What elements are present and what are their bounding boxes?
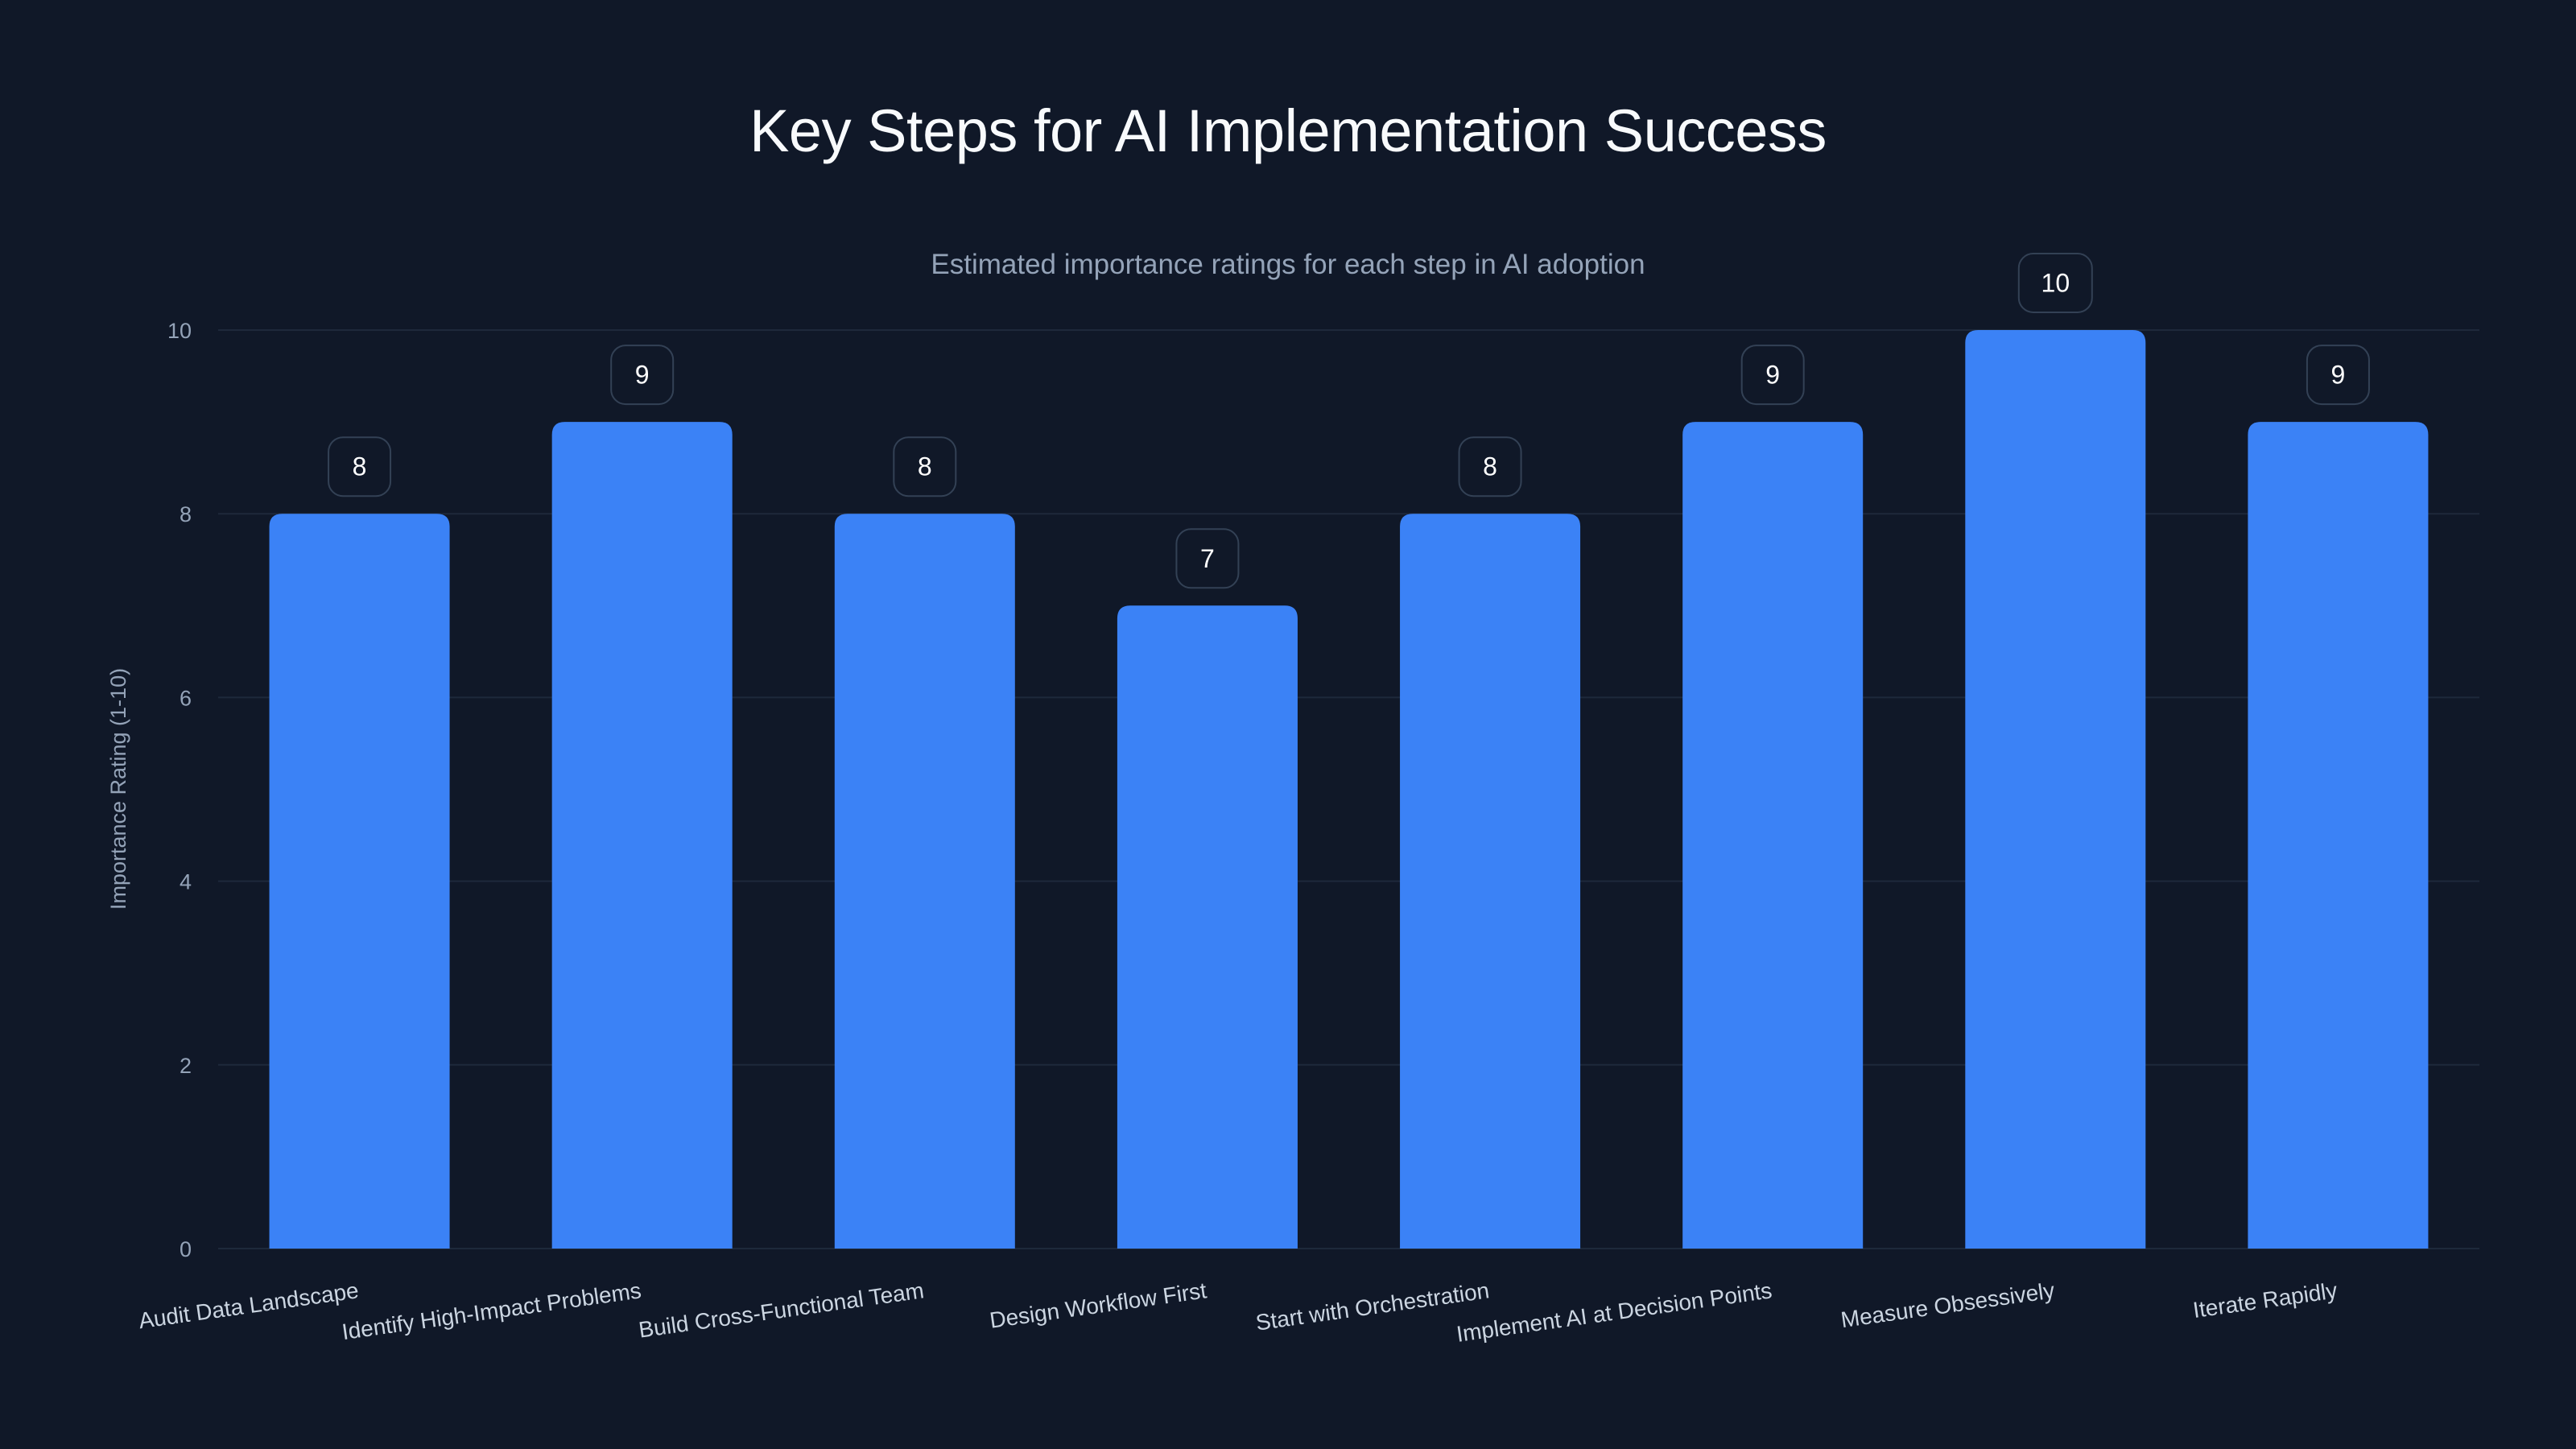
y-axis-ticks: 0 2 4 6 8 10 (167, 319, 192, 1261)
x-tick-label: Design Workflow First (988, 1278, 1208, 1333)
bar[interactable] (269, 514, 450, 1249)
value-label-box (1458, 436, 1522, 497)
bar[interactable] (1400, 514, 1581, 1249)
value-label: 8 (1458, 436, 1522, 497)
bar[interactable] (2248, 422, 2429, 1249)
bar[interactable] (551, 422, 733, 1249)
value-label-box (2017, 253, 2093, 313)
value-label: 8 (893, 436, 957, 497)
value-label: 8 (328, 436, 392, 497)
x-tick-label: Implement AI at Decision Points (1455, 1278, 1773, 1347)
value-label: 9 (1740, 345, 1805, 406)
y-tick-label: 8 (180, 502, 192, 526)
y-tick-label: 0 (180, 1237, 192, 1261)
y-tick-label: 6 (180, 686, 192, 710)
value-label-text: 10 (2041, 269, 2070, 298)
value-label-text: 8 (1483, 452, 1497, 481)
value-label-text: 9 (2331, 361, 2346, 390)
value-label-text: 9 (1765, 361, 1780, 390)
value-label-text: 9 (635, 361, 650, 390)
x-tick-label: Iterate Rapidly (2191, 1278, 2339, 1323)
bars (269, 330, 2429, 1249)
y-tick-label: 10 (167, 319, 192, 343)
x-tick-label: Build Cross-Functional Team (637, 1278, 925, 1342)
x-tick-label: Identify High-Impact Problems (341, 1278, 643, 1344)
bar[interactable] (1965, 330, 2146, 1249)
bar[interactable] (834, 514, 1015, 1249)
value-label-text: 8 (353, 452, 367, 481)
value-label-box (1175, 528, 1240, 589)
data-labels: 8 9 8 7 8 9 10 9 (328, 253, 2370, 589)
value-label: 10 (2017, 253, 2093, 313)
x-tick-label: Measure Obsessively (1839, 1278, 2056, 1332)
value-label-box (1740, 345, 1805, 406)
bar[interactable] (1117, 605, 1298, 1249)
value-label-box (610, 345, 675, 406)
x-tick-label: Audit Data Landscape (137, 1278, 360, 1333)
chart-subtitle: Estimated importance ratings for each st… (931, 249, 1645, 280)
chart-title: Key Steps for AI Implementation Success (749, 97, 1827, 164)
value-label-box (2306, 345, 2370, 406)
value-label: 9 (2306, 345, 2370, 406)
value-label: 9 (610, 345, 675, 406)
y-axis-title: Importance Rating (1-10) (106, 668, 130, 910)
value-label-text: 7 (1200, 544, 1215, 573)
bar[interactable] (1682, 422, 1864, 1249)
value-label-box (328, 436, 392, 497)
value-label: 7 (1175, 528, 1240, 589)
value-label-box (893, 436, 957, 497)
y-tick-label: 4 (180, 870, 192, 894)
y-tick-label: 2 (180, 1054, 192, 1078)
value-label-text: 8 (918, 452, 932, 481)
